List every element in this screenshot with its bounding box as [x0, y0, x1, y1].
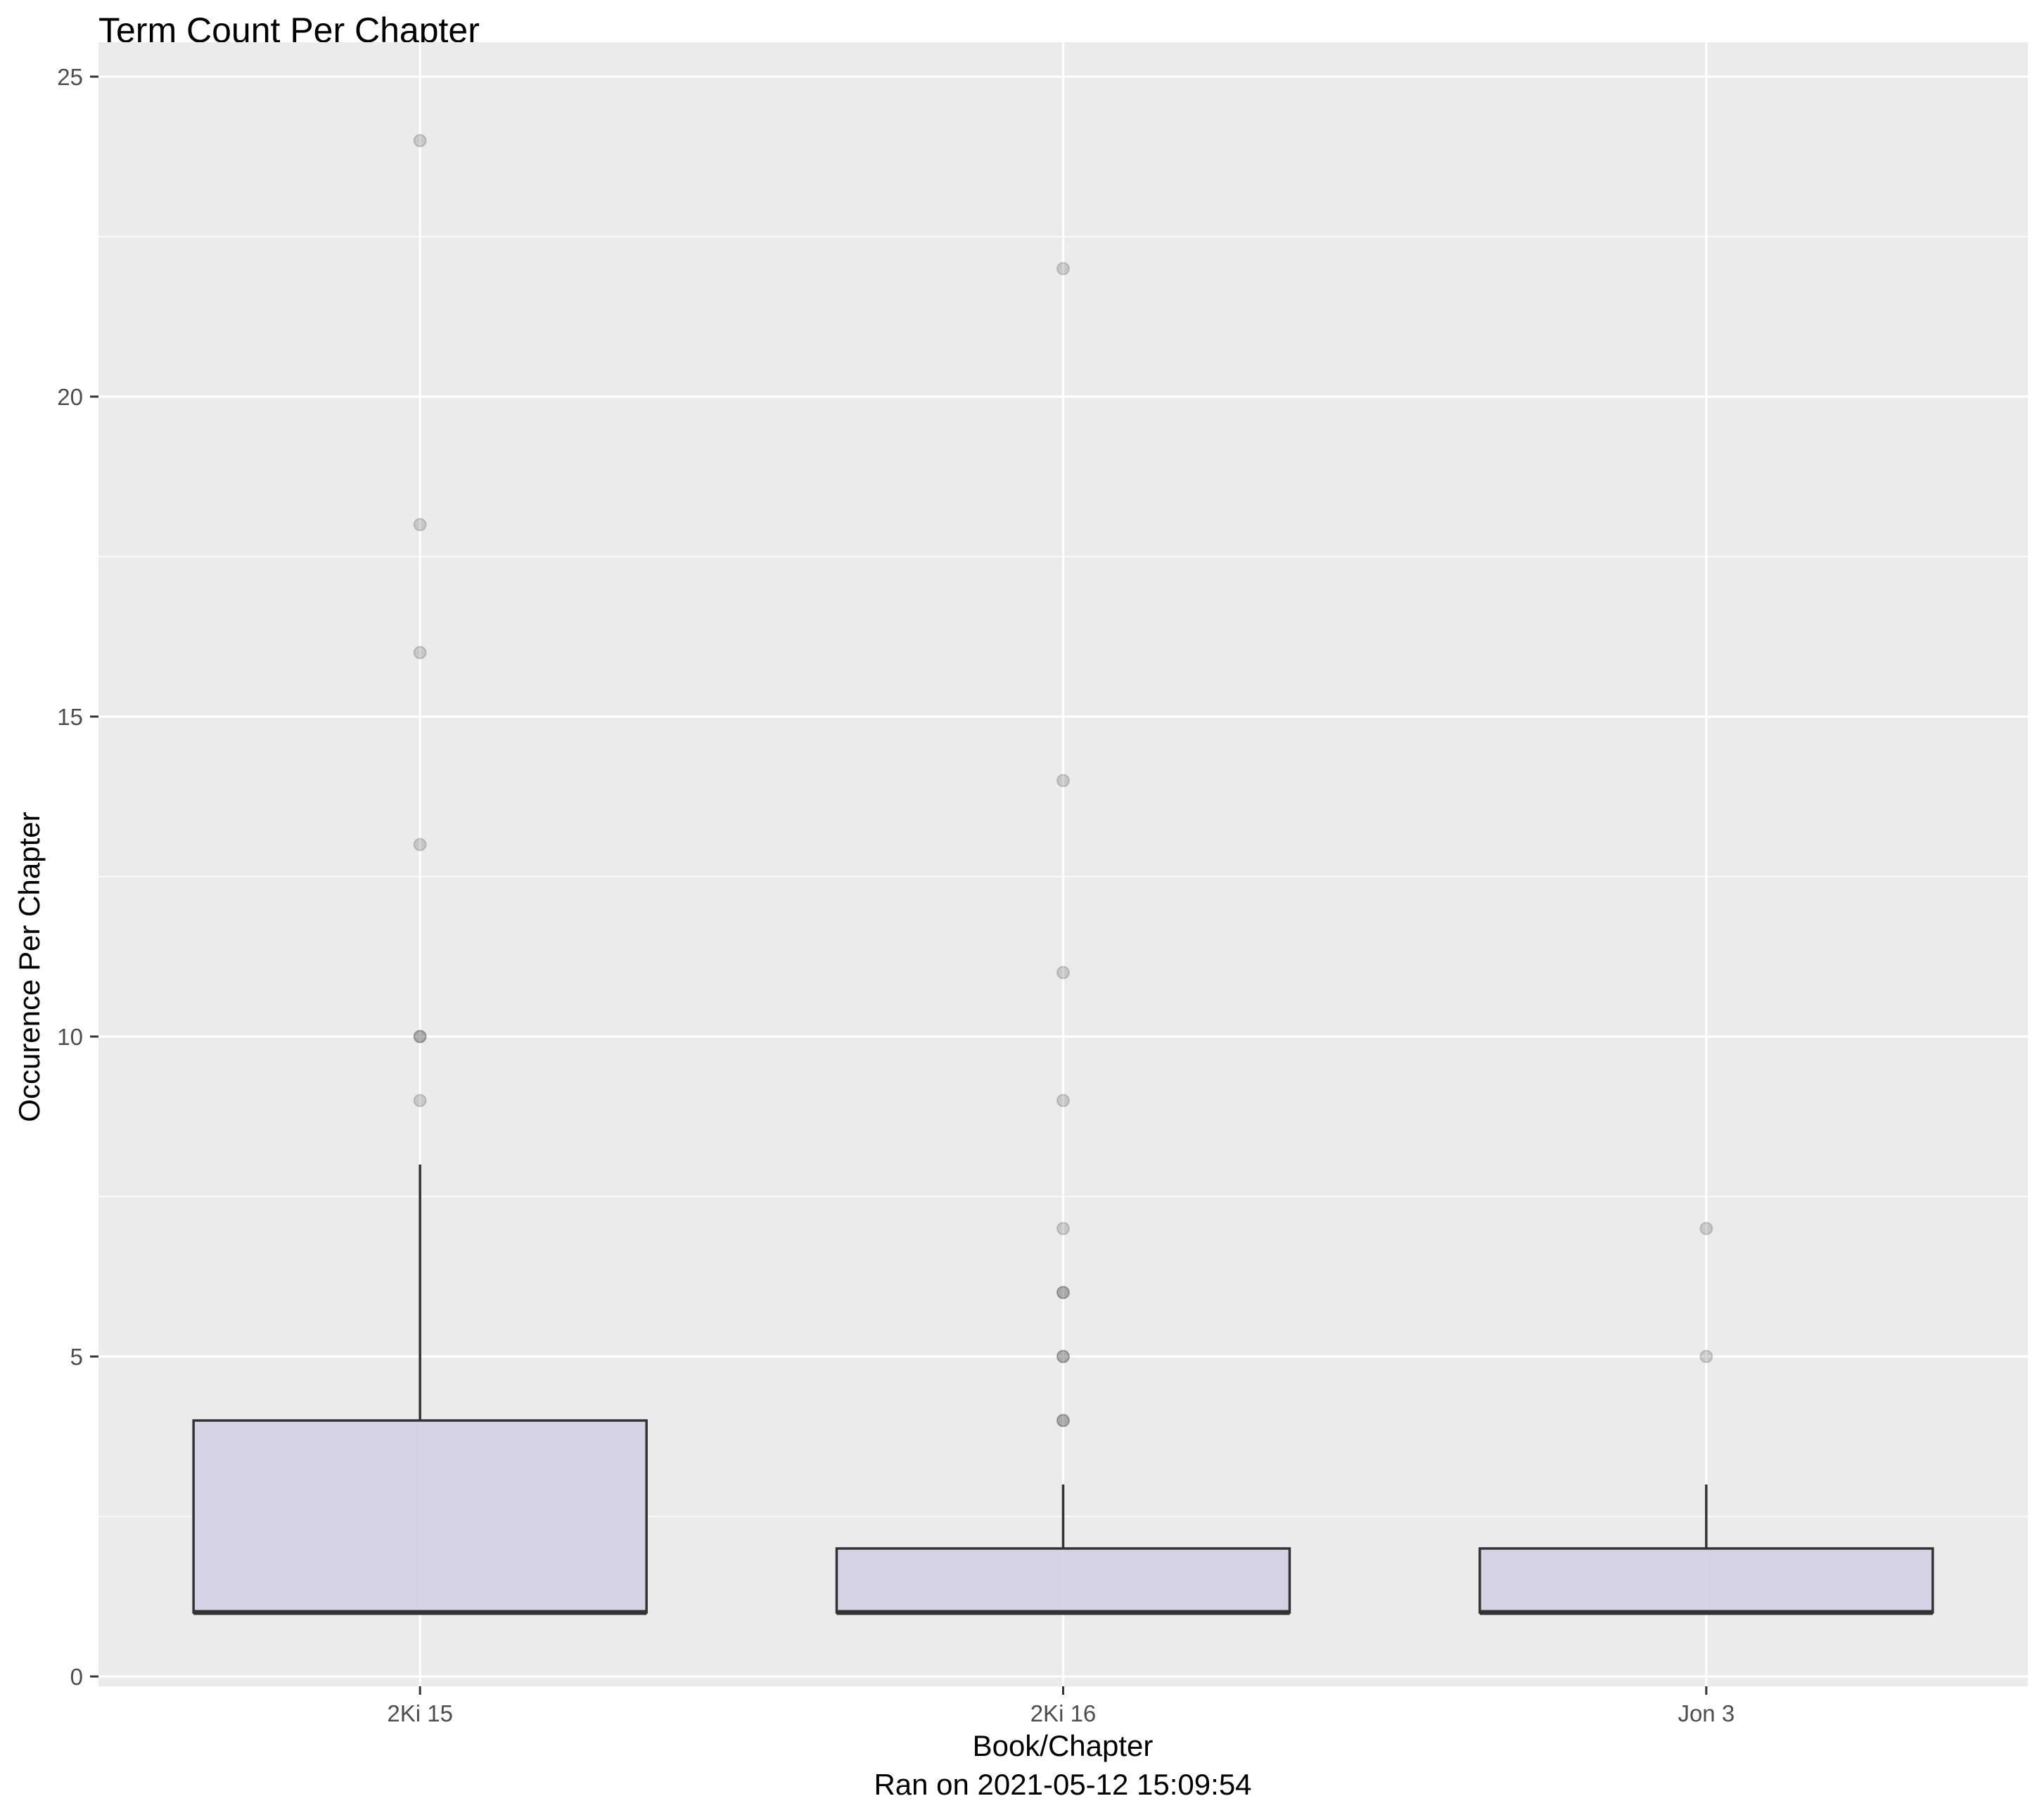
y-tick-label: 0: [70, 1664, 83, 1690]
y-tick-label: 10: [57, 1024, 83, 1050]
outlier-point: [1699, 1221, 1713, 1236]
box-body: [192, 1419, 648, 1614]
x-tick-label: 2Ki 15: [387, 1700, 453, 1726]
box-jon-3: [1478, 1484, 1934, 1615]
box-2ki-15: [192, 1165, 648, 1615]
outlier-point: [413, 518, 427, 532]
x-axis-title: Book/Chapter: [973, 1729, 1154, 1762]
outlier-point: [1056, 1413, 1070, 1428]
box-body: [1478, 1547, 1934, 1614]
outlier-points: [413, 134, 1713, 1428]
outlier-point: [413, 646, 427, 660]
x-tick-label: 2Ki 16: [1030, 1700, 1097, 1726]
outlier-point: [413, 1030, 427, 1044]
outlier-point: [1056, 1285, 1070, 1300]
y-tick-label: 20: [57, 384, 83, 410]
box-body: [835, 1547, 1291, 1614]
outlier-point: [1056, 1349, 1070, 1364]
outlier-point: [1056, 1413, 1070, 1428]
y-axis-title: Occurence Per Chapter: [13, 812, 46, 1122]
outlier-point: [413, 1094, 427, 1108]
outlier-point: [1056, 1221, 1070, 1236]
outlier-point: [1056, 966, 1070, 980]
outlier-point: [413, 838, 427, 852]
box-2ki-16: [835, 1484, 1291, 1615]
x-tick-label: Jon 3: [1678, 1700, 1735, 1726]
y-tick-label: 5: [70, 1344, 83, 1370]
outlier-point: [1056, 1349, 1070, 1364]
outlier-point: [1056, 774, 1070, 788]
x-axis-subtitle: Ran on 2021-05-12 15:09:54: [874, 1768, 1251, 1801]
boxes: [192, 1165, 1934, 1615]
axes: 0 5 10 15 20 25 2Ki 15 2Ki 16 Jon 3: [57, 64, 1735, 1726]
y-tick-label: 15: [57, 704, 83, 730]
outlier-point: [1056, 262, 1070, 276]
outlier-point: [413, 134, 427, 148]
outlier-point: [1056, 1285, 1070, 1300]
y-tick-label: 25: [57, 64, 83, 90]
outlier-point: [1056, 1094, 1070, 1108]
outlier-point: [1699, 1349, 1713, 1364]
outlier-point: [413, 1030, 427, 1044]
